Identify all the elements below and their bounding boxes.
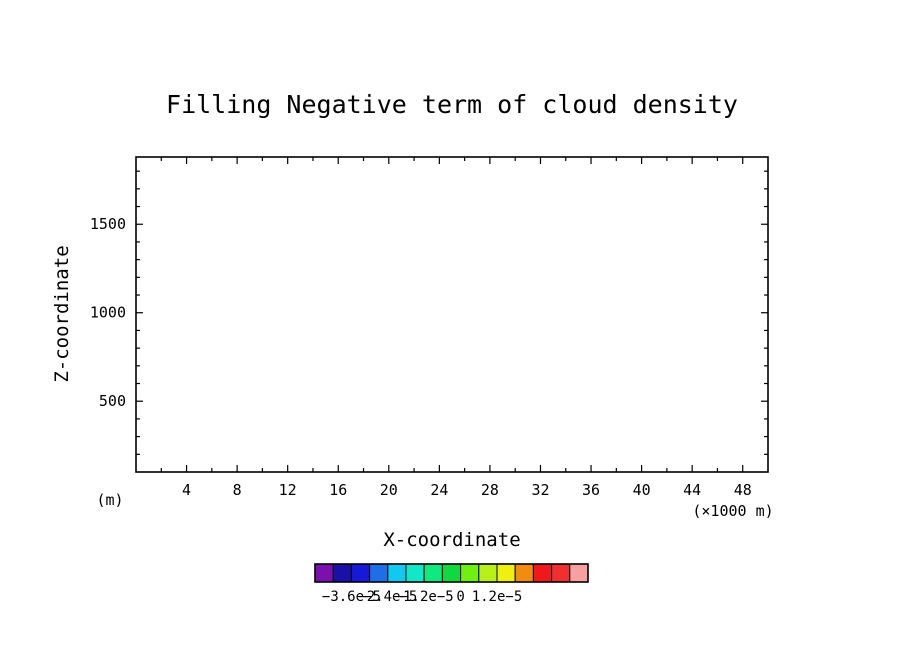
chart-title: Filling Negative term of cloud density [166,90,738,119]
y-unit-label: (m) [96,491,123,509]
colorbar-swatch [496,563,516,583]
x-tick-label: 28 [481,481,499,499]
x-tick-label: 48 [734,481,752,499]
colorbar-tick-label: 0 [456,589,464,605]
x-axis-label: X-coordinate [383,529,520,551]
colorbar-tick-label: −1.2e−5 [395,589,454,605]
x-tick-label: 8 [233,481,242,499]
y-tick-label: 1500 [90,215,126,233]
colorbar-swatch [387,563,407,583]
x-tick-label: 40 [633,481,651,499]
colorbar-tick-label: −2.4e−5 [358,589,417,605]
colorbar-swatch [551,563,571,583]
colorbar-tick-label: −3.6e−5 [322,589,381,605]
colorbar-swatch [314,563,334,583]
y-axis-ticks: 500 1000 1500 [90,170,768,455]
colorbar-tick-label: 1.2e−5 [472,589,523,605]
x-tick-label: 32 [531,481,549,499]
x-tick-label: 20 [380,481,398,499]
colorbar-swatch [332,563,352,583]
x-tick-label: 24 [430,481,448,499]
colorbar-swatch [460,563,480,583]
y-tick-label: 1000 [90,304,126,322]
y-axis-label: Z-coordinate [51,245,73,382]
x-tick-label: 44 [683,481,701,499]
plot-frame [135,156,769,473]
x-tick-label: 16 [329,481,347,499]
colorbar-swatch [350,563,371,583]
x-tick-label: 12 [279,481,297,499]
colorbar-frame [314,563,589,583]
colorbar-swatch [478,563,498,583]
colorbar-swatch [532,563,553,583]
colorbar-swatch [405,563,425,583]
colorbar-swatch [441,563,462,583]
x-unit-label: (×1000 m) [692,502,773,520]
colorbar-swatch [514,563,534,583]
colorbar-swatch [569,563,589,583]
colorbar-swatch [369,563,389,583]
x-axis-ticks: 4 8 12 16 20 24 28 32 36 40 44 48 [160,157,752,499]
y-tick-label: 500 [99,392,126,410]
x-tick-label: 4 [182,481,191,499]
x-tick-label: 36 [582,481,600,499]
colorbar-swatch [423,563,443,583]
colorbar: −3.6e−5−2.4e−5−1.2e−5 0 1.2e−5 [314,563,589,605]
